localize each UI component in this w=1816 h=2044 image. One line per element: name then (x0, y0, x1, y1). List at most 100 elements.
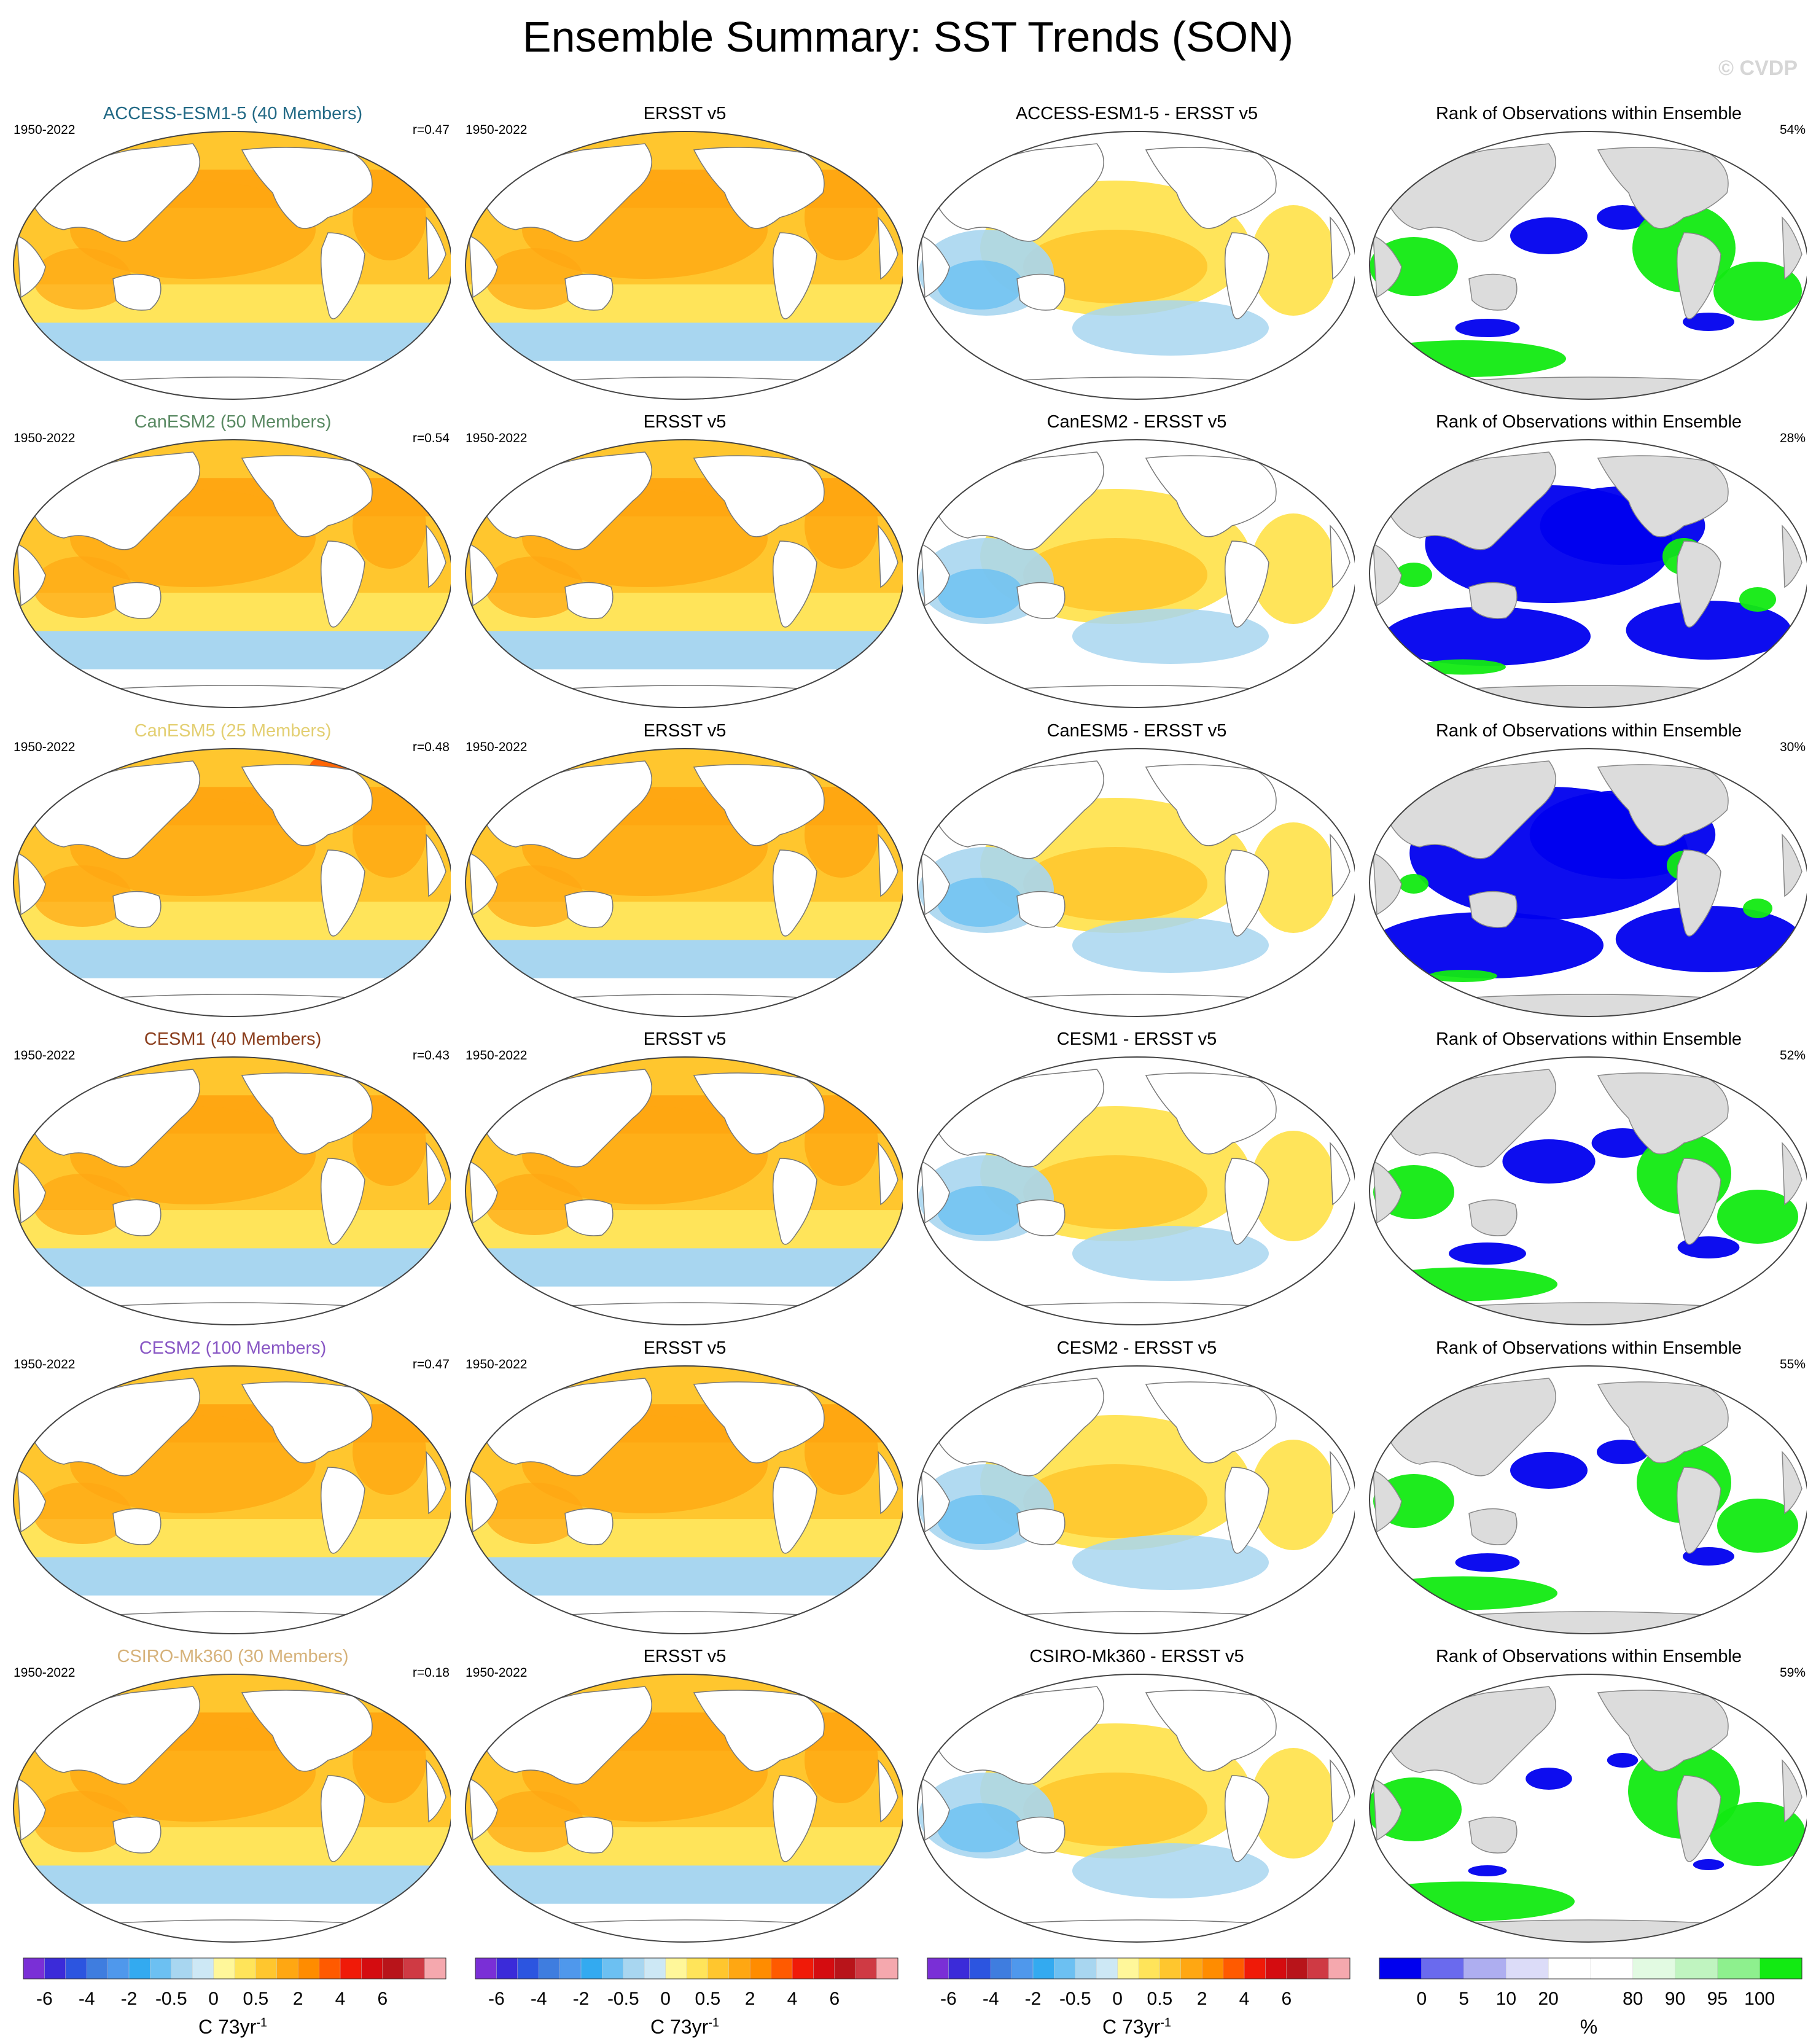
panel-row: CanESM5 (25 Members) 1950-2022 r=0.48 ERSST… (0, 716, 1816, 1024)
sst-trend-map (13, 1056, 451, 1325)
colorbar-tick-label: 0 (1112, 1989, 1123, 2009)
correlation-label: r=0.47 (412, 1357, 450, 1371)
obs-panel: ERSST v5 1950-2022 (461, 1333, 909, 1641)
colorbar-swatch (665, 1957, 687, 1980)
diff-title: CanESM5 - ERSST v5 (1046, 721, 1227, 741)
model-title: CanESM5 (25 Members) (134, 721, 332, 741)
panel-row: CESM1 (40 Members) 1950-2022 r=0.43 ERSST v… (0, 1024, 1816, 1332)
rank-title: Rank of Observations within Ensemble (1435, 721, 1742, 741)
period-label: 1950-2022 (14, 1048, 76, 1063)
difference-map (917, 439, 1355, 708)
rank-map (1369, 439, 1807, 708)
diff-title: ACCESS-ESM1-5 - ERSST v5 (1015, 104, 1258, 123)
period-label: 1950-2022 (14, 1357, 76, 1371)
colorbar-swatch (1265, 1957, 1287, 1980)
colorbar-swatch (792, 1957, 814, 1980)
colorbar-swatch (1632, 1957, 1676, 1980)
rank-map (1369, 1056, 1807, 1325)
colorbar-swatch (23, 1957, 45, 1980)
rank-panel: Rank of Observations within Ensemble 54% (1365, 98, 1813, 407)
obs-panel: ERSST v5 1950-2022 (461, 407, 909, 715)
model-title: CSIRO-Mk360 (30 Members) (117, 1647, 349, 1666)
colorbar-swatch (1548, 1957, 1591, 1980)
colorbar-swatch (1307, 1957, 1330, 1980)
colorbar-swatch (361, 1957, 383, 1980)
colorbar-swatch (1032, 1957, 1055, 1980)
trend-colorbar-3: -6 -4 -2 -0.5 0 0.5 2 4 6 C 73yr-1 (913, 1953, 1361, 2044)
diff-title: CESM1 - ERSST v5 (1056, 1029, 1217, 1049)
colorbar-swatch (276, 1957, 298, 1980)
diff-title: CSIRO-Mk360 - ERSST v5 (1029, 1647, 1244, 1666)
period-label: 1950-2022 (14, 740, 76, 754)
colorbar-swatch (1138, 1957, 1161, 1980)
panel-row: CSIRO-Mk360 (30 Members) 1950-2022 r=0.18 E… (0, 1641, 1816, 1949)
rank-percent-label: 30% (1779, 740, 1806, 754)
colorbar-tick-label: 0 (208, 1989, 219, 2009)
diff-panel: CanESM2 - ERSST v5 (913, 407, 1361, 715)
colorbar-tick-label: 2 (745, 1989, 755, 2009)
colorbar-tick-label: -6 (940, 1989, 957, 2009)
rank-title: Rank of Observations within Ensemble (1435, 1647, 1742, 1666)
obs-panel: ERSST v5 1950-2022 (461, 1024, 909, 1332)
colorbar-swatch (644, 1957, 666, 1980)
diff-panel: ACCESS-ESM1-5 - ERSST v5 (913, 98, 1361, 407)
model-panel: CSIRO-Mk360 (30 Members) 1950-2022 r=0.18 (9, 1641, 457, 1949)
colorbar-swatch (1159, 1957, 1182, 1980)
colorbar-swatch (1675, 1957, 1718, 1980)
rank-panel: Rank of Observations within Ensemble 55% (1365, 1333, 1813, 1641)
panel-row: CanESM2 (50 Members) 1950-2022 r=0.54 ERSST… (0, 407, 1816, 715)
colorbar-swatch (150, 1957, 172, 1980)
model-panel: CanESM2 (50 Members) 1950-2022 r=0.54 (9, 407, 457, 715)
colorbar-swatch (1506, 1957, 1549, 1980)
colorbar-tick-label: 95 (1707, 1989, 1728, 2009)
colorbar-swatch (403, 1957, 426, 1980)
rank-panel: Rank of Observations within Ensemble 28% (1365, 407, 1813, 715)
colorbar-swatch (255, 1957, 278, 1980)
colorbar-swatch (192, 1957, 214, 1980)
rank-title: Rank of Observations within Ensemble (1435, 412, 1742, 432)
colorbar-swatch (855, 1957, 878, 1980)
colorbar-tick-label: 0.5 (695, 1989, 721, 2009)
diff-panel: CSIRO-Mk360 - ERSST v5 (913, 1641, 1361, 1949)
colorbar-swatch (65, 1957, 87, 1980)
colorbar-tick-label: -0.5 (1059, 1989, 1091, 2009)
correlation-label: r=0.18 (412, 1666, 450, 1680)
colorbar-swatch (602, 1957, 624, 1980)
colorbar-swatch (234, 1957, 257, 1980)
rank-map (1369, 1674, 1807, 1943)
colorbar-tick-label: 4 (335, 1989, 346, 2009)
model-panel: CESM2 (100 Members) 1950-2022 r=0.47 (9, 1333, 457, 1641)
colorbar-tick-label: -2 (121, 1989, 138, 2009)
obs-title: ERSST v5 (643, 104, 727, 123)
colorbar-swatch (475, 1957, 497, 1980)
colorbar-tick-label: 4 (1239, 1989, 1250, 2009)
colorbar-tick-label: 0 (660, 1989, 671, 2009)
diff-title: CanESM2 - ERSST v5 (1046, 412, 1227, 432)
colorbar-tick-label: 6 (377, 1989, 388, 2009)
colorbar-tick-label: -4 (531, 1989, 547, 2009)
obs-panel: ERSST v5 1950-2022 (461, 716, 909, 1024)
colorbar-swatch (1759, 1957, 1802, 1980)
colorbar-swatch (1590, 1957, 1634, 1980)
trend-colorbar-1: -6 -4 -2 -0.5 0 0.5 2 4 6 C 73yr-1 (9, 1953, 457, 2044)
colorbar-tick-label: -6 (488, 1989, 505, 2009)
colorbar-tick-label: 0 (1416, 1989, 1427, 2009)
colorbar-swatch (559, 1957, 582, 1980)
colorbar-tick-label: 2 (293, 1989, 303, 2009)
colorbar-tick-label: -4 (983, 1989, 999, 2009)
colorbar-tick-label: 6 (829, 1989, 840, 2009)
colorbar-swatch (107, 1957, 130, 1980)
panel-row: ACCESS-ESM1-5 (40 Members) 1950-2022 r=0.4… (0, 98, 1816, 407)
correlation-label: r=0.54 (412, 431, 450, 445)
colorbar-swatch (1379, 1957, 1422, 1980)
colorbar-swatch (1117, 1957, 1139, 1980)
obs-title: ERSST v5 (643, 412, 727, 432)
sst-trend-map (13, 1674, 451, 1943)
period-label: 1950-2022 (14, 431, 76, 445)
sst-trend-map (13, 748, 451, 1017)
difference-map (917, 1056, 1355, 1325)
colorbar-tick-label: -2 (573, 1989, 590, 2009)
sst-trend-map (13, 439, 451, 708)
colorbar-tick-label: 100 (1744, 1989, 1775, 2009)
colorbar-tick-label: 6 (1281, 1989, 1292, 2009)
